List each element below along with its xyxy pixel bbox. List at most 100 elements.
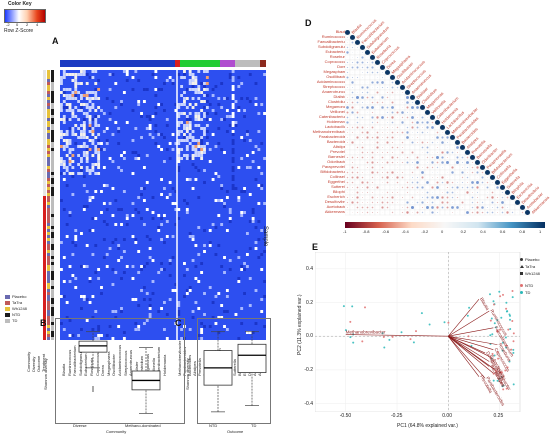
corr-mark (346, 46, 349, 49)
heatmap-cell (248, 304, 252, 307)
corr-mark (427, 117, 428, 118)
corr-row-label: Sutterella (331, 184, 348, 189)
legend-label: TaTra (12, 300, 23, 305)
heatmap-cell (254, 241, 258, 244)
heatmap-cell (74, 277, 78, 280)
panel-letter-c: C (175, 318, 182, 328)
row-bar-community (43, 304, 46, 307)
row-bar-treatment (47, 73, 50, 76)
corr-row-label: Faecalibacterium (317, 39, 348, 44)
corr-row-label: Escherichia (327, 194, 348, 199)
heatmap-cell (237, 277, 241, 280)
heatmap-cell (225, 115, 229, 118)
heatmap-cell (154, 76, 158, 79)
heatmap-cell (105, 184, 109, 187)
heatmap-cell (197, 91, 201, 94)
heatmap-cell (183, 100, 186, 103)
heatmap-cell (197, 85, 201, 88)
heatmap-cell (80, 130, 83, 133)
corr-mark (406, 191, 409, 194)
heatmap-cell (183, 73, 186, 76)
pca-loading-label: Methanobrevibacter (346, 330, 386, 335)
corr-mark (361, 181, 364, 184)
corr-mark (431, 156, 434, 159)
corr-mark (382, 112, 383, 113)
corr-mark (445, 130, 450, 135)
corr-mark (456, 146, 459, 149)
corr-mark (356, 111, 359, 114)
heatmap-cell (97, 145, 101, 148)
corr-mark (366, 181, 369, 184)
heatmap-cell (240, 265, 244, 268)
heatmap-cell (188, 289, 192, 292)
heatmap-cell (194, 118, 198, 121)
heatmap-cell (65, 235, 69, 238)
row-bar-outcome (51, 109, 54, 112)
heatmap-cell (120, 100, 123, 103)
heatmap-cell (131, 139, 135, 142)
heatmap-cell (257, 130, 261, 133)
heatmap-cell (94, 94, 98, 97)
heatmap-cell (231, 76, 235, 79)
heatmap-cell (194, 151, 198, 154)
row-bar-outcome (51, 157, 54, 160)
corr-mark (476, 171, 479, 174)
corr-mark (442, 172, 443, 173)
heatmap-cell (148, 127, 152, 130)
row-bar-community (43, 118, 46, 121)
heatmap-cell (97, 151, 101, 154)
heatmap-cell (177, 310, 181, 313)
heatmap-cell (125, 70, 129, 73)
heatmap-cell (151, 136, 155, 139)
row-bar-community (43, 136, 46, 139)
corr-mark (357, 52, 358, 53)
corr-mark (416, 156, 419, 159)
heatmap-cell (71, 193, 75, 196)
heatmap-cell (231, 130, 235, 133)
legend-marker-circle (520, 258, 523, 261)
heatmap-cell (80, 97, 83, 100)
corr-mark (441, 151, 444, 154)
heatmap-cell (191, 79, 195, 82)
row-bar-community (43, 175, 46, 178)
corr-mark (476, 181, 479, 184)
row-bar-outcome (51, 241, 54, 244)
corr-mark (352, 137, 353, 138)
row-bar-community (43, 106, 46, 109)
corr-mark (391, 171, 394, 174)
heatmap-cell (188, 103, 192, 106)
legend-marker-td (520, 291, 523, 294)
corr-mark (411, 181, 414, 184)
heatmap-cell (240, 268, 244, 271)
corr-mark (412, 132, 413, 133)
row-bar-community (43, 280, 46, 283)
row-bar-treatment (47, 127, 50, 130)
pca-point (467, 335, 470, 338)
row-bar-community (43, 286, 46, 289)
corr-mark (402, 182, 403, 183)
corr-scale-tick: -1 (343, 229, 347, 234)
corr-row-label: Collinsella (329, 174, 348, 179)
heatmap-cell (125, 265, 129, 268)
corr-mark (396, 191, 399, 194)
row-bar-outcome (51, 310, 54, 313)
row-bar-outcome (51, 136, 54, 139)
heatmap-cell (154, 70, 158, 73)
heatmap-cell (122, 331, 126, 334)
pca-point (507, 328, 510, 331)
pca-point (443, 321, 446, 324)
heatmap-cell (194, 244, 198, 247)
row-bar-treatment (47, 136, 50, 139)
heatmap-cell (137, 211, 141, 214)
heatmap-cell (263, 73, 266, 76)
row-bar-treatment (47, 289, 50, 292)
heatmap-cell (203, 229, 206, 232)
corr-mark (361, 66, 364, 69)
corr-mark (402, 127, 403, 128)
row-bar-community (43, 127, 46, 130)
corr-mark (417, 112, 418, 113)
corr-mark (471, 186, 474, 189)
row-bar-community (43, 310, 46, 313)
heatmap-cell (85, 82, 89, 85)
corr-mark (346, 126, 349, 129)
